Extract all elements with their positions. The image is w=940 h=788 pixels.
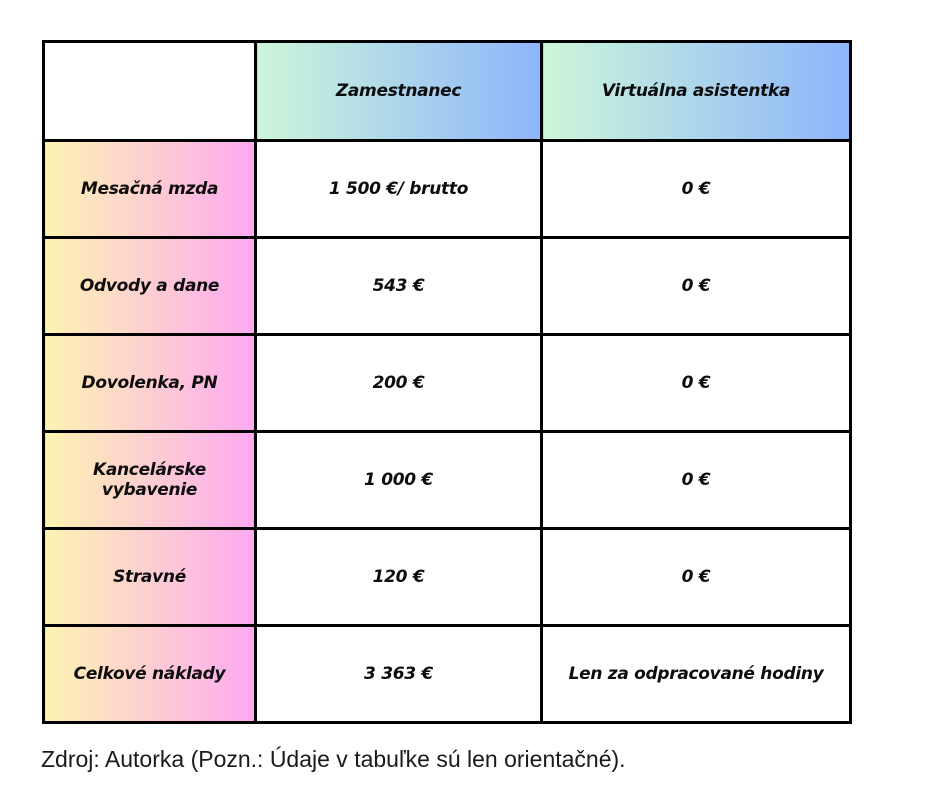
row-label: Odvody a dane — [42, 236, 257, 336]
row-label: Dovolenka, PN — [42, 333, 257, 433]
employee-value: 1 000 € — [254, 430, 543, 530]
table-row: Dovolenka, PN 200 € 0 € — [42, 333, 852, 433]
source-note: Zdroj: Autorka (Pozn.: Údaje v tabuľke s… — [41, 746, 626, 772]
column-header-employee: Zamestnanec — [254, 40, 543, 142]
assistant-value: 0 € — [540, 527, 852, 627]
employee-value: 200 € — [254, 333, 543, 433]
employee-value: 543 € — [254, 236, 543, 336]
assistant-value: 0 € — [540, 430, 852, 530]
row-label: Stravné — [42, 527, 257, 627]
row-label: Kancelárske vybavenie — [42, 430, 257, 530]
table-row: Celkové náklady 3 363 € Len za odpracova… — [42, 624, 852, 724]
table-header-row: Zamestnanec Virtuálna asistentka — [42, 40, 852, 142]
row-label: Mesačná mzda — [42, 139, 257, 239]
assistant-value: 0 € — [540, 236, 852, 336]
assistant-value: 0 € — [540, 333, 852, 433]
table-row: Stravné 120 € 0 € — [42, 527, 852, 627]
assistant-value: Len za odpracované hodiny — [540, 624, 852, 724]
employee-value: 120 € — [254, 527, 543, 627]
corner-cell — [42, 40, 257, 142]
table-row: Odvody a dane 543 € 0 € — [42, 236, 852, 336]
table-row: Kancelárske vybavenie 1 000 € 0 € — [42, 430, 852, 530]
table-row: Mesačná mzda 1 500 €/ brutto 0 € — [42, 139, 852, 239]
row-label: Celkové náklady — [42, 624, 257, 724]
employee-value: 3 363 € — [254, 624, 543, 724]
column-header-assistant: Virtuálna asistentka — [540, 40, 852, 142]
cost-comparison-table: Zamestnanec Virtuálna asistentka Mesačná… — [42, 40, 852, 724]
employee-value: 1 500 €/ brutto — [254, 139, 543, 239]
assistant-value: 0 € — [540, 139, 852, 239]
